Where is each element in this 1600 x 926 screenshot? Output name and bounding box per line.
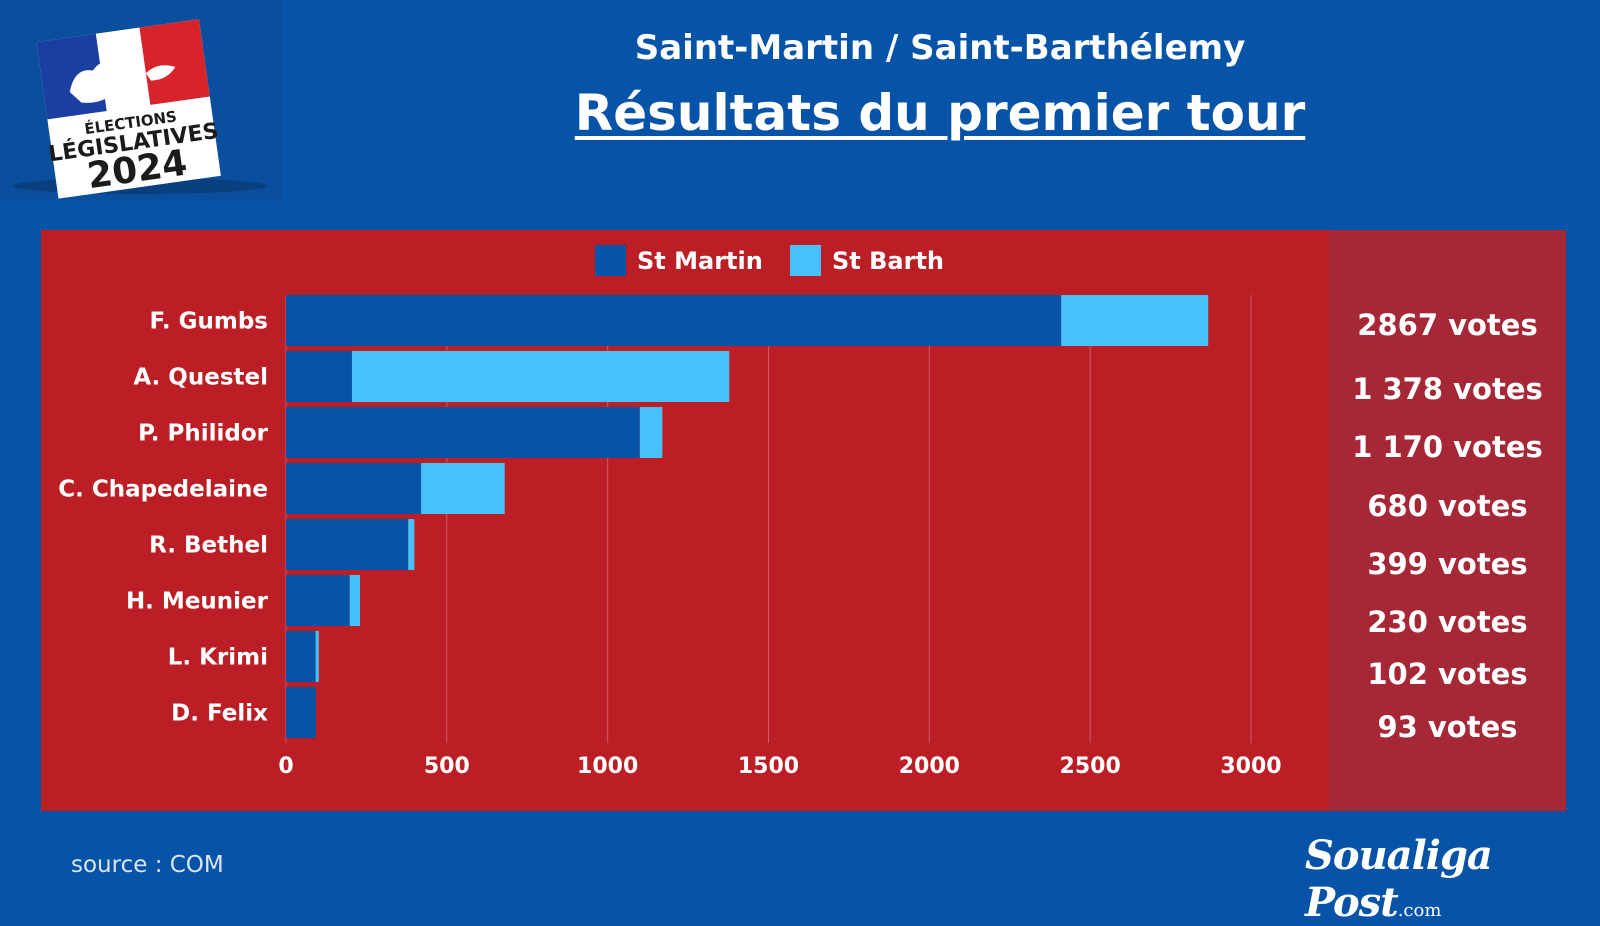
category-label: H. Meunier — [126, 589, 269, 615]
x-tick-label: 1000 — [577, 754, 638, 779]
total-votes: 680 votes — [1367, 489, 1528, 523]
category-label: A. Questel — [133, 365, 268, 391]
bar-st-martin — [286, 407, 640, 458]
x-tick-label: 0 — [278, 754, 293, 779]
elections-logo: ÉLECTIONS LÉGISLATIVES 2024 — [0, 0, 282, 200]
category-label: P. Philidor — [138, 421, 269, 447]
brand-domain: .com — [1397, 900, 1442, 921]
x-tick-label: 500 — [424, 754, 470, 779]
bar-st-barth — [349, 575, 360, 626]
totals-panel: 2867 votes 1 378 votes 1 170 votes 680 v… — [1329, 230, 1566, 811]
bar-st-martin — [286, 463, 422, 514]
total-votes: 102 votes — [1367, 657, 1528, 691]
legend-label: St Martin — [637, 247, 763, 275]
bar-st-barth — [351, 351, 730, 402]
bar-st-martin — [286, 295, 1062, 346]
x-axis-ticks: 0 500 1000 1500 2000 2500 3000 — [278, 754, 1281, 779]
bar-st-martin — [286, 575, 350, 626]
total-votes: 1 170 votes — [1352, 430, 1543, 464]
category-label: R. Bethel — [149, 533, 268, 559]
total-votes: 93 votes — [1377, 710, 1518, 744]
legend-swatch — [790, 245, 821, 276]
source-note: source : COM — [71, 852, 224, 878]
chart-panel: St Martin St Barth F. Gumbs A. Questel P. P… — [41, 230, 1329, 811]
flag-red — [139, 19, 210, 105]
bar-st-barth — [408, 519, 415, 570]
x-tick-label: 1500 — [738, 754, 799, 779]
bar-st-martin — [286, 631, 316, 682]
total-votes: 399 votes — [1367, 547, 1528, 581]
chart-subtitle: Saint-Martin / Saint-Barthélemy — [634, 28, 1246, 68]
category-label: L. Krimi — [168, 645, 268, 671]
chart-legend: St Martin St Barth — [595, 245, 944, 276]
chart-title: Résultats du premier tour — [574, 84, 1306, 142]
category-label: C. Chapedelaine — [58, 477, 268, 503]
bar-chart: St Martin St Barth F. Gumbs A. Questel P. P… — [58, 245, 1282, 779]
x-tick-label: 2500 — [1060, 754, 1121, 779]
chart-bars — [286, 295, 1209, 738]
total-votes: 230 votes — [1367, 605, 1528, 639]
bar-st-martin — [286, 687, 316, 738]
total-votes: 2867 votes — [1357, 308, 1538, 342]
category-label: F. Gumbs — [150, 309, 268, 335]
legend-swatch — [595, 245, 626, 276]
total-votes: 1 378 votes — [1352, 372, 1543, 406]
bar-st-barth — [421, 463, 505, 514]
bar-st-martin — [286, 519, 409, 570]
category-label: D. Felix — [171, 701, 268, 727]
bar-st-martin — [286, 351, 352, 402]
category-labels: F. Gumbs A. Questel P. Philidor C. Chapedel… — [58, 309, 268, 727]
bar-st-barth — [639, 407, 663, 458]
legend-label: St Barth — [832, 247, 944, 275]
island-map-icon — [69, 62, 122, 103]
brand-logo[interactable]: Soualiga Post.com — [1305, 832, 1600, 926]
island-map-icon — [145, 65, 176, 81]
bar-st-barth — [315, 631, 319, 682]
x-tick-label: 2000 — [899, 754, 960, 779]
chart-grid — [285, 295, 1252, 743]
bar-st-barth — [1061, 295, 1209, 346]
x-tick-label: 3000 — [1220, 754, 1281, 779]
